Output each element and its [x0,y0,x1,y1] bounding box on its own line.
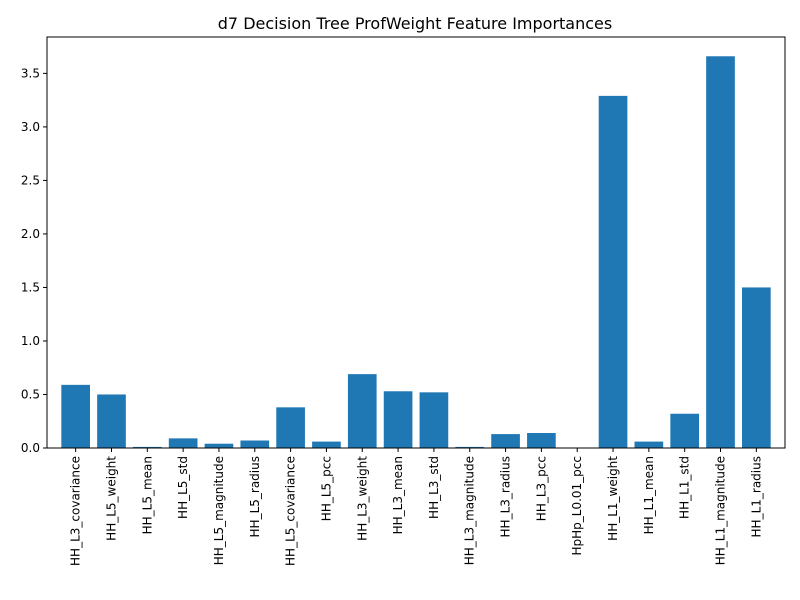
bar-HH_L1_weight [598,95,628,449]
bar-HH_L3_pcc [527,433,556,448]
x-tick-label: HH_L5_mean [140,456,154,534]
y-tick-label: 1.0 [21,334,40,348]
x-tick-label: HH_L1_std [678,456,692,519]
bar-HH_L3_std [419,392,449,448]
chart-title: d7 Decision Tree ProfWeight Feature Impo… [218,14,612,33]
x-tick-label: HH_L5_std [176,456,190,519]
y-tick-label: 0.0 [21,441,40,455]
bar-HH_L5_radius [240,440,270,448]
x-tick-label: HH_L3_radius [499,456,513,537]
x-tick-label: HH_L1_magnitude [714,456,728,565]
bar-HH_L1_std [670,413,700,448]
bar-HH_L5_covariance [276,407,305,448]
bar-HH_L5_mean [132,446,162,448]
y-tick-label: 2.0 [21,227,40,241]
y-tick-label: 0.5 [21,387,40,401]
bar-HH_L3_weight [347,374,377,448]
y-tick-label: 3.0 [21,120,40,134]
bar-HH_L3_covariance [61,384,90,448]
y-tick-label: 3.5 [21,66,40,80]
bar-HH_L1_magnitude [706,56,735,449]
bar-HH_L3_radius [491,434,520,448]
x-tick-label: HH_L5_covariance [284,456,298,566]
x-tick-label: HH_L5_pcc [319,456,333,521]
y-tick-label: 2.5 [21,173,40,187]
bar-HH_L5_pcc [312,441,341,448]
bar-HH_L1_mean [634,441,664,448]
bar-HH_L5_magnitude [204,443,234,448]
x-tick-label: HH_L1_weight [606,456,620,541]
bars-group [61,56,771,449]
x-tick-label: HH_L3_covariance [69,456,83,566]
x-axis: HH_L3_covariance HH_L5_weight HH_L5_mean HH… [69,448,763,566]
x-tick-label: HH_L3_std [427,456,441,519]
y-tick-label: 1.5 [21,280,40,294]
bar-HH_L1_radius [742,287,771,448]
x-tick-label: HH_L3_mean [391,456,405,534]
x-tick-label: HH_L5_radius [248,456,262,537]
bar-HH_L3_magnitude [455,446,485,448]
x-tick-label: HH_L5_weight [104,456,118,541]
bar-HH_L5_weight [97,394,126,448]
x-tick-label: HH_L3_weight [355,456,369,541]
bar-HH_L3_mean [383,391,413,448]
x-tick-label: HH_L1_radius [749,456,763,537]
y-axis: 0.0 0.5 1.0 1.5 2.0 2.5 3.0 3.5 [21,66,47,455]
x-tick-label: HH_L3_magnitude [463,456,477,565]
x-tick-label: HH_L3_pcc [534,456,548,521]
bar-HH_L5_std [168,438,198,448]
x-tick-label: HH_L1_mean [642,456,656,534]
x-tick-label: HpHp_L0.01_pcc [570,456,584,556]
x-tick-label: HH_L5_magnitude [212,456,226,565]
plot-frame [46,36,786,449]
